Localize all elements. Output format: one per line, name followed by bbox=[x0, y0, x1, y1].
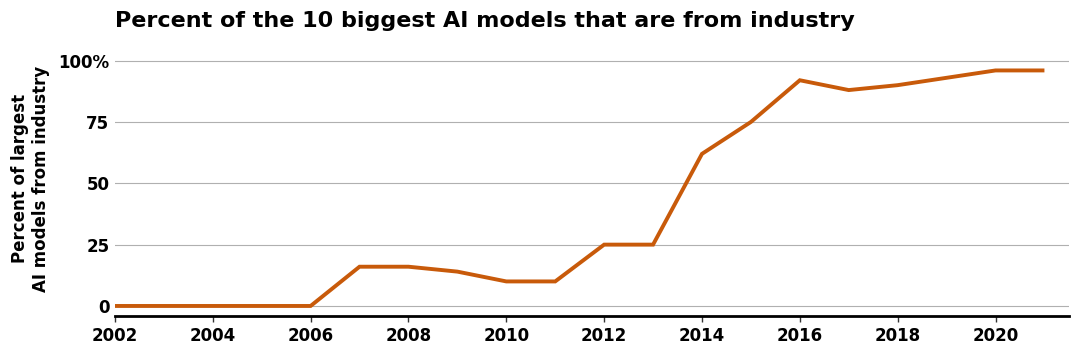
Text: Percent of the 10 biggest AI models that are from industry: Percent of the 10 biggest AI models that… bbox=[114, 11, 854, 31]
Y-axis label: Percent of largest
AI models from industry: Percent of largest AI models from indust… bbox=[11, 65, 50, 292]
